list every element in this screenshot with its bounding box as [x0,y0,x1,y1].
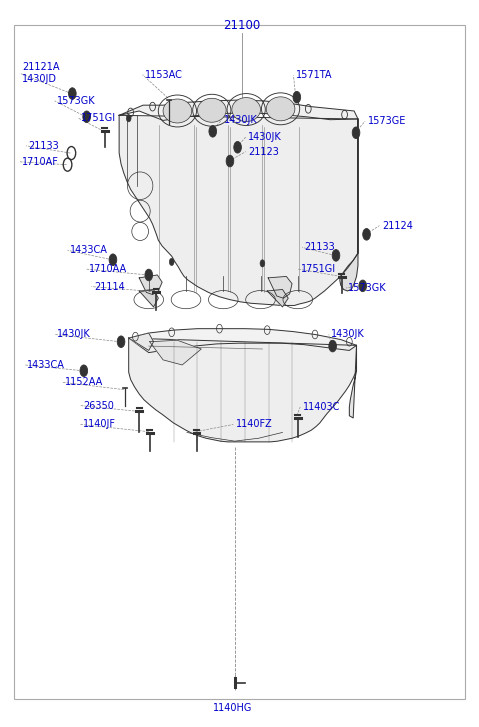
Text: 1140JF: 1140JF [83,419,116,430]
Ellipse shape [163,99,192,123]
Text: 1710AF: 1710AF [22,157,58,166]
Circle shape [145,269,153,281]
Circle shape [211,129,215,134]
Circle shape [147,273,150,278]
Circle shape [331,343,334,349]
Circle shape [209,126,217,137]
Polygon shape [139,275,162,294]
Ellipse shape [197,98,226,122]
Circle shape [365,232,368,237]
Text: 1571TA: 1571TA [296,71,332,81]
Text: 1751GI: 1751GI [81,113,116,124]
Polygon shape [129,338,356,442]
Text: 1710AA: 1710AA [89,264,127,274]
Polygon shape [268,276,292,298]
Ellipse shape [266,97,295,121]
Text: 1430JK: 1430JK [57,329,91,340]
Text: 21133: 21133 [305,242,335,252]
Circle shape [293,92,301,103]
Circle shape [359,280,366,292]
Circle shape [295,95,298,100]
Text: 21123: 21123 [248,147,279,156]
Circle shape [334,253,338,258]
Text: 1751GI: 1751GI [301,264,336,274]
Ellipse shape [232,97,261,121]
Text: 21124: 21124 [382,220,413,230]
Text: 21133: 21133 [28,141,59,150]
Text: 1433CA: 1433CA [27,360,65,370]
Polygon shape [119,116,358,305]
Circle shape [354,130,358,135]
Circle shape [126,115,131,122]
Text: 11403C: 11403C [303,402,340,412]
Circle shape [109,254,117,265]
Polygon shape [129,329,356,353]
Circle shape [68,88,76,100]
Polygon shape [267,289,288,307]
Circle shape [85,114,89,119]
Circle shape [169,258,174,265]
Circle shape [361,284,365,289]
Polygon shape [349,345,356,418]
Text: 1140HG: 1140HG [213,703,252,713]
Text: 1152AA: 1152AA [65,377,103,387]
Circle shape [236,145,240,150]
Text: 1573GK: 1573GK [348,283,387,293]
Text: 1433CA: 1433CA [70,245,108,255]
Circle shape [329,340,336,352]
Circle shape [226,156,234,167]
Polygon shape [129,333,154,350]
Circle shape [234,142,241,153]
Text: 1430JK: 1430JK [224,115,258,125]
Circle shape [119,339,123,345]
Text: 1573GE: 1573GE [367,116,406,126]
Text: 21114: 21114 [94,281,125,292]
Text: 1573GK: 1573GK [57,96,96,106]
Circle shape [352,127,360,139]
Circle shape [83,111,91,123]
Circle shape [70,91,74,96]
Circle shape [260,260,265,267]
Polygon shape [150,340,201,365]
Text: 1430JK: 1430JK [331,329,365,340]
Text: 21121A
1430JD: 21121A 1430JD [22,63,60,84]
Text: 1153AC: 1153AC [145,70,183,80]
Circle shape [111,257,114,262]
Circle shape [82,368,86,374]
Text: 21100: 21100 [223,19,261,32]
Text: 1140FZ: 1140FZ [236,419,273,430]
Polygon shape [340,119,358,291]
Circle shape [363,228,370,240]
Polygon shape [119,100,358,121]
Circle shape [228,158,232,164]
Text: 1430JK: 1430JK [248,132,282,142]
Circle shape [332,249,340,261]
Text: 26350: 26350 [83,401,114,411]
Circle shape [80,365,88,377]
Circle shape [117,336,125,348]
Polygon shape [139,289,158,307]
